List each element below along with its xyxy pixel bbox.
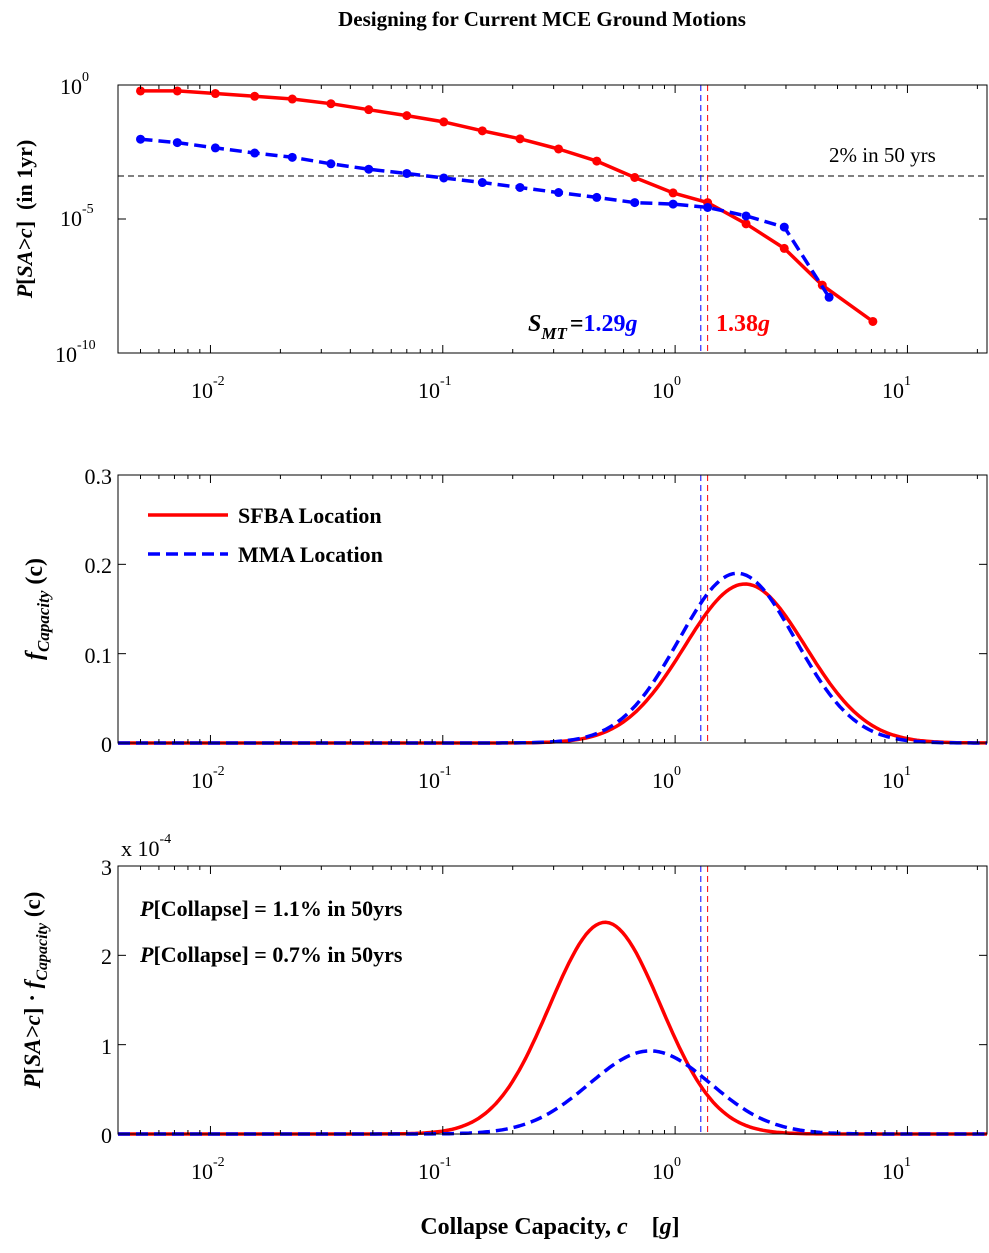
- pdf-y-axis-label: fCapacity (c): [22, 558, 53, 660]
- mma-series-line: [140, 137, 831, 299]
- mma-data-point: [592, 192, 602, 202]
- mma-data-point: [824, 292, 834, 302]
- mma-data-point: [515, 182, 525, 192]
- mma-series-line: [118, 1049, 987, 1136]
- sfba-series-line: [118, 582, 987, 745]
- sfba-data-point: [402, 111, 412, 121]
- pdf-y-tick-label: 0.2: [85, 553, 113, 578]
- sfba-data-point: [287, 94, 297, 104]
- sfba-data-point: [592, 156, 602, 166]
- figure-title: Designing for Current MCE Ground Motions: [338, 7, 746, 31]
- hazard-reference-label: 2% in 50 yrs: [829, 143, 936, 167]
- integrand-x-tick-label: 10-1: [418, 1155, 452, 1184]
- sfba-data-point: [326, 99, 336, 109]
- collapse-annotation-sfba: P[Collapse] = 1.1% in 50yrs: [139, 896, 403, 921]
- mma-data-point: [668, 199, 678, 209]
- mma-data-point: [554, 188, 564, 198]
- sfba-data-point: [439, 117, 449, 127]
- integrand-x-tick-label: 101: [882, 1155, 911, 1184]
- pdf-axes-box: [117, 474, 988, 744]
- hazard-plot-area: [118, 85, 987, 353]
- hazard-x-tick-label: 10-1: [418, 374, 452, 403]
- collapse-annotation-mma: P[Collapse] = 0.7% in 50yrs: [139, 942, 403, 967]
- sfba-data-point: [554, 144, 564, 154]
- hazard-axes-box: [117, 84, 988, 354]
- mma-data-point: [287, 152, 297, 162]
- mma-data-point: [210, 143, 220, 153]
- hazard-x-tick-label: 101: [882, 374, 911, 403]
- hazard-y-tick-label: 10-5: [60, 202, 94, 231]
- mma-data-point: [439, 173, 449, 183]
- mma-data-point: [364, 164, 374, 174]
- mma-data-point: [703, 202, 713, 212]
- hazard-x-tick-label: 10-2: [191, 374, 225, 403]
- hazard-panel: 100 10-5 10-10 10-2 10-1 100 101 2% in 5…: [12, 70, 988, 403]
- sfba-data-point: [250, 91, 260, 101]
- sfba-data-point: [172, 86, 182, 96]
- sfba-data-point: [779, 243, 789, 253]
- pdf-ticks: [117, 474, 987, 744]
- mma-series-line: [118, 571, 987, 745]
- sfba-data-point: [477, 126, 487, 136]
- mma-data-point: [741, 211, 751, 221]
- legend-sfba-label: SFBA Location: [238, 503, 382, 528]
- integrand-y-tick-label: 0: [101, 1123, 112, 1148]
- sfba-data-point: [364, 105, 374, 115]
- sfba-data-point: [630, 172, 640, 182]
- integrand-panel: x 10-4 3 2 1 0 10-2 10-1 100 101 P[Colla…: [20, 832, 988, 1184]
- mma-data-point: [779, 222, 789, 232]
- pdf-x-tick-label: 100: [652, 764, 681, 793]
- pdf-y-tick-label: 0: [101, 732, 112, 757]
- integrand-y-multiplier: x 10-4: [121, 832, 171, 861]
- hazard-ticks: [117, 84, 987, 354]
- mma-data-point: [172, 138, 182, 148]
- mma-data-point: [477, 178, 487, 188]
- sfba-data-point: [868, 316, 878, 326]
- integrand-x-tick-label: 100: [652, 1155, 681, 1184]
- sfba-data-point: [741, 219, 751, 229]
- pdf-x-tick-label: 101: [882, 764, 911, 793]
- sfba-data-point: [210, 89, 220, 99]
- hazard-y-axis-label: P[SA>c] (in 1yr): [12, 140, 37, 300]
- pdf-panel: 0.3 0.2 0.1 0 10-2 10-1 100 101 SFBA Loc…: [22, 464, 988, 793]
- hazard-x-tick-label: 100: [652, 374, 681, 403]
- mma-data-point: [630, 198, 640, 208]
- pdf-y-tick-label: 0.3: [85, 464, 113, 489]
- integrand-y-tick-label: 3: [101, 855, 112, 880]
- mma-data-point: [136, 134, 146, 144]
- legend-mma-label: MMA Location: [238, 542, 383, 567]
- hazard-y-tick-label: 100: [60, 70, 89, 99]
- x-axis-label: Collapse Capacity, c [g]: [420, 1214, 679, 1240]
- mma-data-point: [402, 168, 412, 178]
- integrand-axes-box: [117, 865, 988, 1135]
- sfba-data-point: [136, 86, 146, 96]
- pdf-y-tick-label: 0.1: [85, 643, 113, 668]
- integrand-y-axis-label: P[SA>c] · fCapacity (c): [20, 892, 51, 1090]
- sfba-data-point: [668, 188, 678, 198]
- sfba-data-point: [515, 134, 525, 144]
- pdf-x-tick-label: 10-2: [191, 764, 225, 793]
- pdf-x-tick-label: 10-1: [418, 764, 452, 793]
- sfba-series-line: [140, 89, 874, 323]
- integrand-ticks: [117, 865, 987, 1135]
- integrand-y-tick-label: 2: [101, 944, 112, 969]
- smt-sfba-annotation: 1.38g: [716, 311, 770, 337]
- mma-data-point: [326, 159, 336, 169]
- smt-annotation: SMT =1.29g: [528, 311, 638, 343]
- integrand-x-tick-label: 10-2: [191, 1155, 225, 1184]
- mma-data-point: [250, 148, 260, 158]
- integrand-y-tick-label: 1: [101, 1034, 112, 1059]
- hazard-y-tick-label: 10-10: [55, 338, 96, 367]
